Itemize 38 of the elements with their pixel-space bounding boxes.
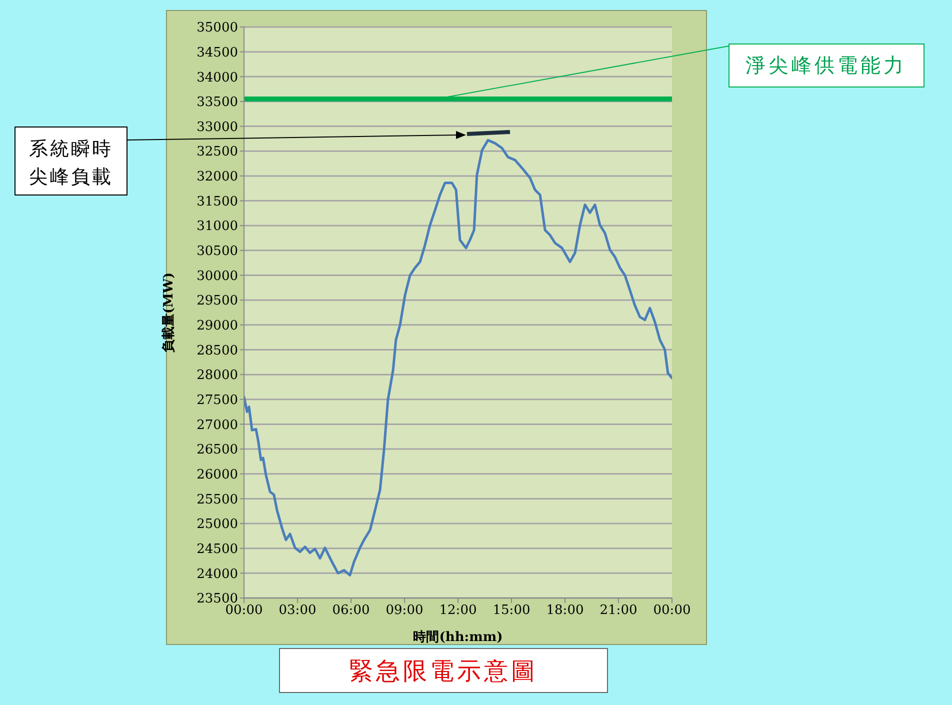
y-tick-label: 27500 bbox=[196, 393, 238, 408]
y-tick-label: 25000 bbox=[196, 517, 238, 532]
x-axis-title: 時間(hh:mm) bbox=[413, 630, 503, 645]
y-tick-label: 28000 bbox=[196, 368, 238, 384]
y-tick-label: 35000 bbox=[196, 20, 238, 36]
x-tick-label: 00:00 bbox=[225, 603, 263, 618]
y-tick-label: 31500 bbox=[196, 194, 238, 210]
y-tick-label: 27000 bbox=[196, 418, 238, 433]
ref-line-label: 淨尖峰供電能力 bbox=[746, 52, 906, 77]
y-tick-label: 32000 bbox=[196, 170, 238, 185]
x-tick-label: 15:00 bbox=[492, 603, 530, 618]
text: 系統瞬時尖峰負載 bbox=[29, 138, 113, 188]
y-tick-label: 30500 bbox=[196, 244, 238, 260]
x-tick-label: 12:00 bbox=[439, 603, 477, 618]
y-tick-label: 29000 bbox=[196, 318, 238, 334]
x-tick-label: 21:00 bbox=[600, 603, 638, 618]
y-tick-label: 24500 bbox=[196, 542, 238, 557]
y-tick-label: 26000 bbox=[196, 467, 238, 482]
line-series bbox=[244, 138, 672, 576]
x-tick-label: 09:00 bbox=[386, 603, 424, 618]
y-tick-label: 25500 bbox=[196, 492, 238, 508]
y-tick-label: 30000 bbox=[196, 268, 238, 284]
x-tick-label: 03:00 bbox=[278, 603, 316, 618]
y-tick-label: 28500 bbox=[196, 343, 238, 358]
y-tick-label: 26500 bbox=[196, 442, 238, 458]
y-tick-label: 33500 bbox=[196, 95, 238, 110]
y-tick-label: 34000 bbox=[196, 70, 238, 86]
y-tick-label: 24000 bbox=[196, 566, 238, 582]
y-axis-title: 負載量(MW) bbox=[162, 272, 177, 353]
y-tick-label: 32500 bbox=[196, 144, 238, 160]
x-tick-label: 18:00 bbox=[546, 603, 584, 618]
text: 緊急限電示意圖 bbox=[279, 648, 608, 693]
y-tick-label: 34500 bbox=[196, 45, 238, 60]
y-tick-label: 31000 bbox=[196, 219, 238, 234]
x-tick-label: 06:00 bbox=[332, 603, 370, 618]
y-tick-label: 29500 bbox=[196, 294, 238, 309]
y-tick-label: 33000 bbox=[196, 120, 238, 135]
x-tick-label: 00:00 bbox=[653, 603, 691, 618]
